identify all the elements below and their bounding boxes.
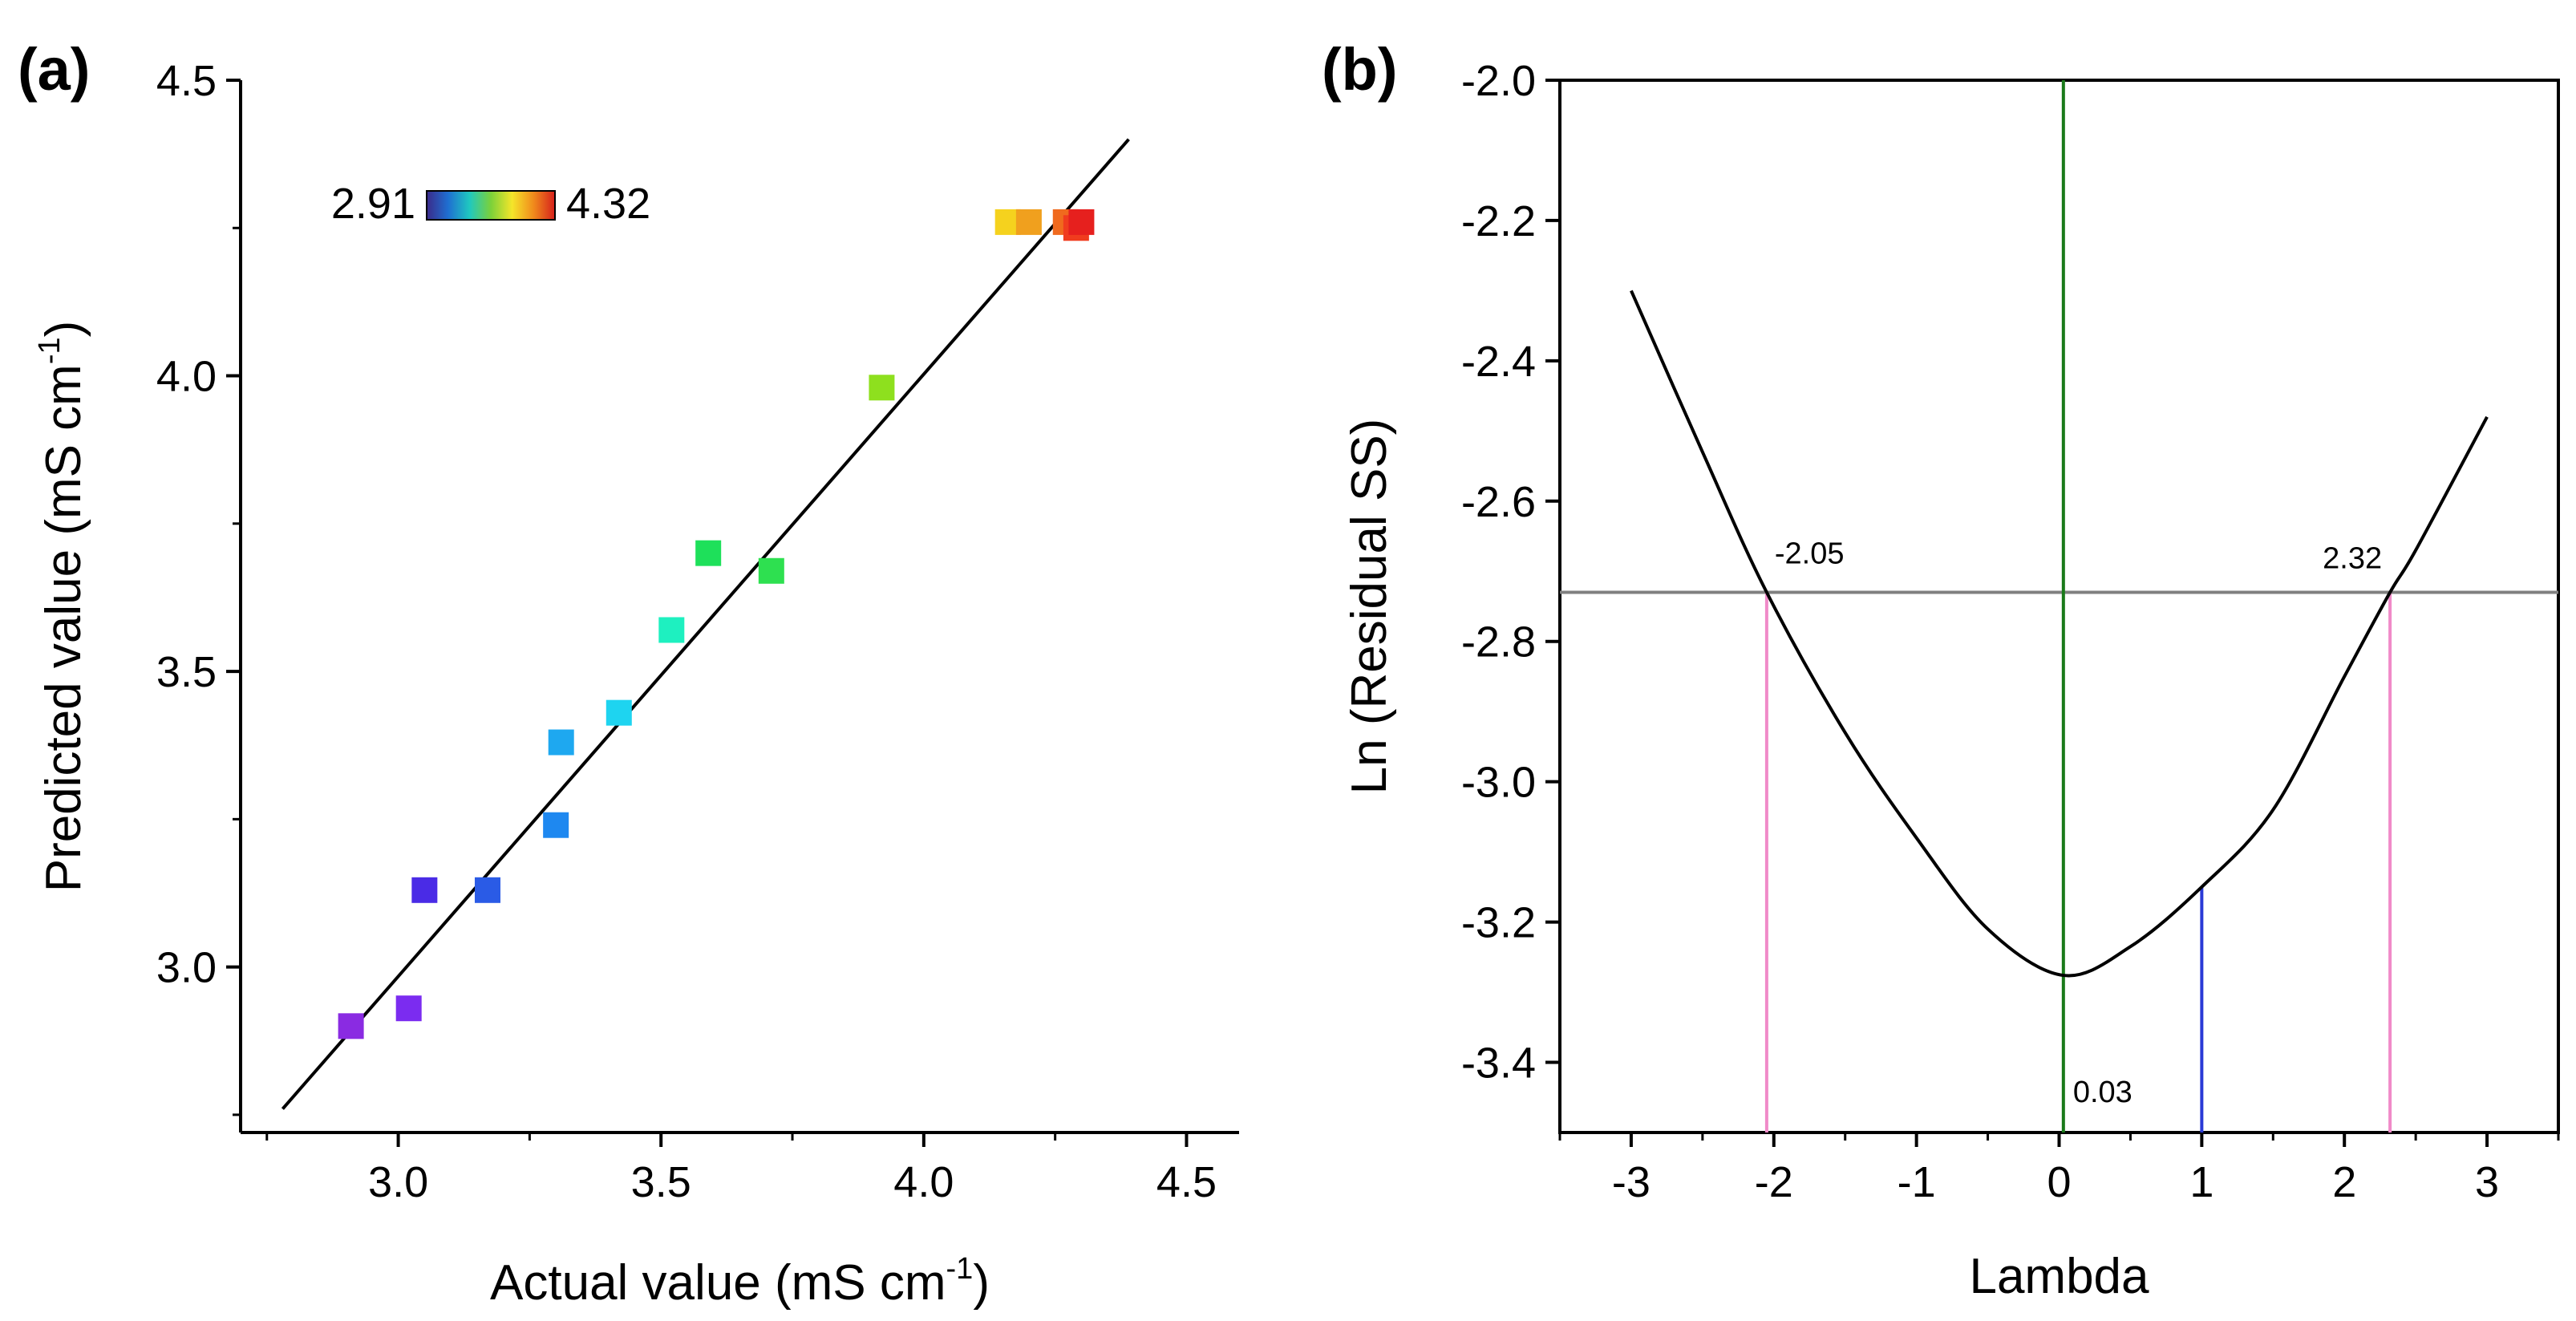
data-point bbox=[411, 877, 438, 903]
fit-line bbox=[281, 138, 1130, 1110]
colorbar-gradient bbox=[426, 190, 556, 221]
panel-b: (b) -3 -2 -1 0 1 2 3 -3.4 -3.2 -3.0 -2.8 -2.6 -2.4 -2… bbox=[1322, 36, 2560, 1304]
panel-b-label: (b) bbox=[1322, 36, 1398, 103]
data-point bbox=[395, 995, 422, 1022]
panel-b-y-tick-label: -2.4 bbox=[1461, 338, 1536, 386]
panel-a-x-tick-label: 4.0 bbox=[893, 1158, 954, 1206]
panel-b-y-tick-label: -3.2 bbox=[1461, 899, 1536, 947]
panel-a-y-tick-label: 3.0 bbox=[156, 944, 217, 992]
data-point bbox=[1068, 209, 1095, 235]
colorbar: 2.91 4.32 bbox=[331, 180, 650, 228]
panel-a-x-tick-label: 3.0 bbox=[368, 1158, 428, 1206]
data-point bbox=[658, 617, 685, 643]
panel-b-y-tick-label: -3.4 bbox=[1461, 1039, 1536, 1088]
data-point bbox=[758, 557, 784, 584]
data-point bbox=[695, 540, 722, 566]
panel-a-y-tick-label: 4.0 bbox=[156, 353, 217, 401]
panel-b-x-tick-label: -1 bbox=[1898, 1158, 1936, 1206]
data-point bbox=[338, 1013, 364, 1039]
panel-a-x-tick-label: 3.5 bbox=[631, 1158, 691, 1206]
data-point bbox=[606, 699, 632, 726]
panel-b-x-tick-label: 0 bbox=[2047, 1158, 2071, 1206]
panel-a: (a) 3.0 3.5 4.0 4.5 3.0 3.5 4.0 4.5 2.91 4.32 A… bbox=[18, 36, 1239, 1311]
best-lambda-annotation: 0.03 bbox=[2073, 1076, 2132, 1109]
ci-high-annotation: 2.32 bbox=[2323, 542, 2382, 576]
data-point bbox=[474, 877, 500, 903]
panel-a-label: (a) bbox=[18, 36, 90, 103]
panel-b-y-tick-label: -3.0 bbox=[1461, 759, 1536, 807]
panel-a-y-axis-label: Predicted value (mS cm-1) bbox=[33, 321, 91, 893]
panel-b-x-tick-label: -3 bbox=[1612, 1158, 1651, 1206]
residual-ss-curve bbox=[1630, 290, 2489, 978]
panel-b-x-tick-label: -2 bbox=[1755, 1158, 1793, 1206]
panel-b-x-tick-label: 1 bbox=[2189, 1158, 2213, 1206]
panel-b-y-tick-label: -2.0 bbox=[1461, 57, 1536, 105]
panel-b-y-tick-label: -2.6 bbox=[1461, 478, 1536, 526]
panel-b-x-tick-label: 3 bbox=[2475, 1158, 2499, 1206]
data-point bbox=[548, 729, 574, 756]
panel-a-y-tick-label: 3.5 bbox=[156, 648, 217, 696]
panel-a-y-tick-label: 4.5 bbox=[156, 57, 217, 105]
panel-b-y-axis-label: Ln (Residual SS) bbox=[1342, 419, 1397, 795]
panel-b-y-tick-label: -2.2 bbox=[1461, 197, 1536, 245]
panel-b-y-tick-label: -2.8 bbox=[1461, 618, 1536, 667]
data-point bbox=[1015, 209, 1042, 235]
panel-b-x-tick-label: 2 bbox=[2332, 1158, 2356, 1206]
ci-low-annotation: -2.05 bbox=[1775, 537, 1845, 571]
panel-a-x-tick-label: 4.5 bbox=[1156, 1158, 1217, 1206]
data-point bbox=[869, 375, 895, 401]
panel-a-x-axis-label: Actual value (mS cm-1) bbox=[490, 1252, 990, 1311]
colorbar-max-label: 4.32 bbox=[566, 180, 650, 228]
colorbar-min-label: 2.91 bbox=[331, 180, 415, 228]
data-point bbox=[543, 812, 569, 838]
panel-b-x-axis-label: Lambda bbox=[1969, 1249, 2149, 1304]
